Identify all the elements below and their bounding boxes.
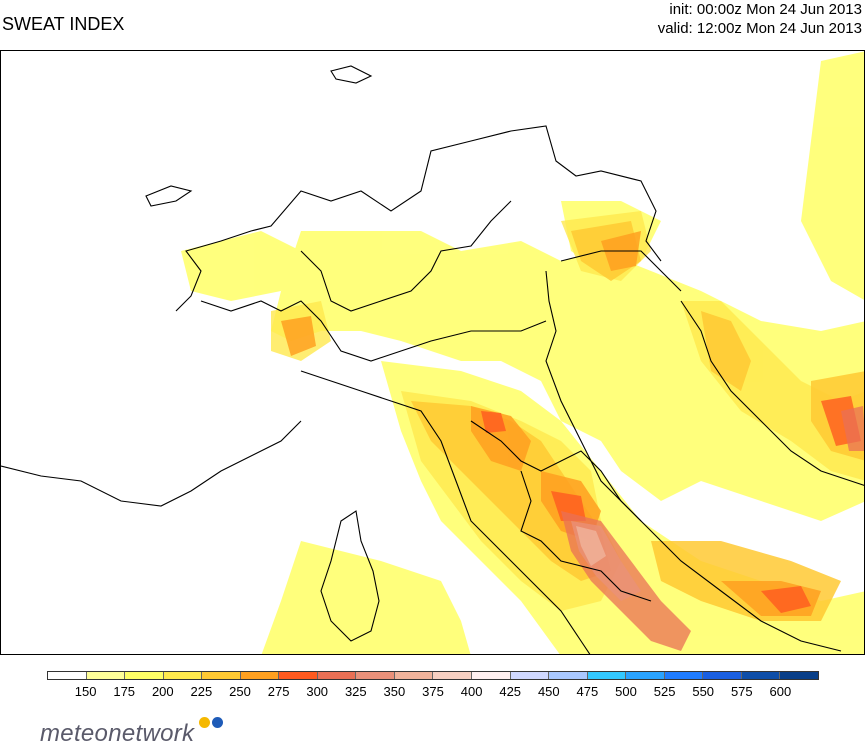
lake-constance [330, 65, 373, 84]
swiss-border [300, 200, 512, 312]
legend-swatch [472, 672, 511, 679]
legend-label: 225 [190, 684, 213, 699]
legend-label: 275 [267, 684, 290, 699]
legend-swatch [626, 672, 665, 679]
legend-label: 400 [460, 684, 483, 699]
legend-swatch [741, 672, 781, 679]
legend-label: 475 [576, 684, 599, 699]
adriatic-east-coast [680, 300, 864, 486]
legend-swatch [394, 672, 434, 679]
legend-swatch [202, 672, 241, 679]
legend-swatch [317, 672, 357, 679]
legend-swatch [587, 672, 627, 679]
legend-swatch [86, 672, 126, 679]
legend-labels: 150 175 200 225 250 275 300 325 350 375 400 425 450 4… [47, 684, 819, 702]
legend-label: 200 [151, 684, 174, 699]
legend-label: 150 [74, 684, 97, 699]
legend-label: 525 [653, 684, 676, 699]
color-scale-legend [47, 671, 819, 680]
italy-north-border [200, 300, 547, 362]
legend-swatch [240, 672, 280, 679]
legend-swatch [703, 672, 742, 679]
legend-swatch [549, 672, 588, 679]
index-field-375 [576, 526, 606, 566]
legend-label: 425 [499, 684, 522, 699]
slovenia-croatia [560, 250, 682, 292]
forecast-times: init: 00:00z Mon 24 Jun 2013 valid: 12:0… [658, 0, 862, 38]
lake-geneva [145, 185, 193, 207]
legend-label: 175 [113, 684, 136, 699]
corsica [320, 510, 380, 642]
legend-swatch [433, 672, 473, 679]
apennine-border [470, 420, 642, 522]
legend-label: 250 [229, 684, 251, 699]
legend-label: 450 [537, 684, 560, 699]
france-coast [1, 420, 302, 507]
init-time: init: 00:00z Mon 24 Jun 2013 [669, 1, 862, 18]
ligurian-coast [300, 370, 591, 654]
meteonetwork-logo: meteonetwork [40, 720, 195, 747]
legend-swatch [163, 672, 203, 679]
sweat-index-map [0, 50, 865, 655]
legend-swatch [279, 672, 318, 679]
adriatic-west-coast [545, 270, 842, 652]
central-italy-regions [520, 470, 652, 602]
legend-label: 500 [615, 684, 637, 699]
logo-yellow-dot-icon [199, 717, 210, 728]
valid-time: valid: 12:00z Mon 24 Jun 2013 [657, 20, 862, 37]
legend-swatch [125, 672, 164, 679]
legend-swatch [780, 672, 818, 679]
alps-border [175, 125, 662, 312]
legend-swatch [664, 672, 704, 679]
legend-label: 600 [769, 684, 792, 699]
legend-label: 300 [306, 684, 329, 699]
map-canvas [1, 51, 864, 654]
legend-label: 325 [344, 684, 367, 699]
legend-label: 375 [422, 684, 444, 699]
coastlines [1, 65, 864, 654]
map-title: SWEAT INDEX [2, 14, 125, 34]
legend-label: 575 [730, 684, 753, 699]
legend-label: 350 [383, 684, 406, 699]
legend-label: 550 [692, 684, 715, 699]
legend-swatch [356, 672, 395, 679]
legend-swatch [48, 672, 87, 679]
legend-swatch [510, 672, 550, 679]
logo-blue-dot-icon [212, 717, 223, 728]
